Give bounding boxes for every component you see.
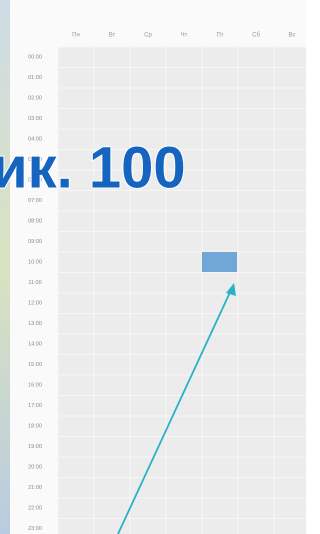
time-label: 10:00 bbox=[28, 260, 42, 266]
time-label: 16:00 bbox=[28, 383, 42, 389]
caption: ик. 100 bbox=[0, 135, 186, 200]
time-label: 11:00 bbox=[28, 280, 41, 286]
time-label: 02:00 bbox=[28, 96, 42, 102]
time-label: 00:00 bbox=[28, 55, 42, 61]
day-header: Ср bbox=[144, 33, 152, 39]
time-label: 14:00 bbox=[28, 342, 42, 348]
day-header: Пт bbox=[216, 33, 223, 39]
time-label: 03:00 bbox=[28, 116, 42, 122]
time-label: 19:00 bbox=[28, 444, 42, 450]
background-strip bbox=[0, 0, 10, 534]
time-label: 23:00 bbox=[28, 526, 42, 532]
selected-slot[interactable] bbox=[202, 252, 237, 272]
day-header: Вс bbox=[288, 33, 295, 39]
time-label: 22:00 bbox=[28, 506, 42, 512]
time-label: 15:00 bbox=[28, 362, 42, 368]
time-label: 12:00 bbox=[28, 301, 42, 307]
grid-area bbox=[58, 47, 306, 534]
day-header: Сб bbox=[252, 33, 260, 39]
time-label: 01:00 bbox=[28, 75, 42, 81]
time-label: 08:00 bbox=[28, 219, 42, 225]
day-header: Чт bbox=[181, 33, 188, 39]
day-header: Вт bbox=[109, 33, 116, 39]
time-label: 09:00 bbox=[28, 239, 42, 245]
time-label: 21:00 bbox=[28, 485, 42, 491]
time-label: 13:00 bbox=[28, 321, 42, 327]
day-header: Пн bbox=[72, 33, 80, 39]
time-label: 20:00 bbox=[28, 465, 42, 471]
time-label: 18:00 bbox=[28, 424, 42, 430]
time-label: 17:00 bbox=[28, 403, 42, 409]
